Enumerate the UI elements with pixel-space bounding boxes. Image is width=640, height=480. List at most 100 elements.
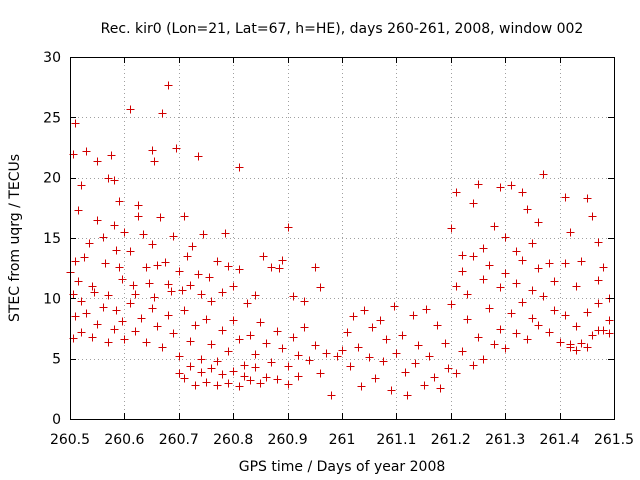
data-point: [311, 263, 320, 272]
data-point: [180, 306, 189, 315]
data-point: [197, 368, 206, 377]
data-point: [365, 353, 374, 362]
data-point: [463, 290, 472, 299]
data-point: [202, 315, 211, 324]
data-point: [207, 297, 216, 306]
data-point: [251, 350, 260, 359]
data-point: [469, 199, 478, 208]
data-point: [273, 327, 282, 336]
data-point: [599, 263, 608, 272]
data-point: [82, 147, 91, 156]
data-point: [199, 230, 208, 239]
data-point: [235, 265, 244, 274]
data-point: [403, 391, 412, 400]
data-point: [205, 273, 214, 282]
data-point: [501, 233, 510, 242]
data-point: [594, 326, 603, 335]
data-point: [566, 228, 575, 237]
data-point: [605, 329, 614, 338]
data-point: [401, 368, 410, 377]
data-point: [490, 340, 499, 349]
data-point: [550, 277, 559, 286]
data-point: [110, 176, 119, 185]
data-point: [550, 306, 559, 315]
data-points: [66, 81, 614, 400]
data-point: [583, 308, 592, 317]
data-point: [77, 181, 86, 190]
data-point: [164, 311, 173, 320]
data-point: [137, 314, 146, 323]
data-point: [110, 221, 119, 230]
data-point: [188, 242, 197, 251]
data-point: [262, 339, 271, 348]
x-tick-label: 260.6: [104, 432, 144, 448]
data-point: [561, 311, 570, 320]
data-point: [501, 344, 510, 353]
data-point: [349, 312, 358, 321]
data-point: [452, 282, 461, 291]
data-point: [110, 325, 119, 334]
x-tick-label: 261.2: [431, 432, 471, 448]
data-point: [197, 355, 206, 364]
data-point: [129, 281, 138, 290]
data-point: [93, 320, 102, 329]
grid-lines: [70, 57, 614, 419]
x-tick-label: 261.3: [485, 432, 525, 448]
data-point: [153, 322, 162, 331]
data-point: [588, 331, 597, 340]
data-point: [99, 233, 108, 242]
data-point: [139, 230, 148, 239]
data-point: [583, 194, 592, 203]
data-point: [101, 259, 110, 268]
data-point: [376, 316, 385, 325]
data-point: [169, 329, 178, 338]
data-point: [88, 282, 97, 291]
data-point: [411, 359, 420, 368]
x-tick-label: 260.5: [50, 432, 90, 448]
data-point: [169, 232, 178, 241]
data-point: [452, 369, 461, 378]
data-point: [246, 376, 255, 385]
data-point: [118, 317, 127, 326]
data-point: [267, 263, 276, 272]
data-point: [441, 339, 450, 348]
data-point: [164, 280, 173, 289]
data-point: [507, 309, 516, 318]
data-point: [148, 240, 157, 249]
data-point: [539, 170, 548, 179]
data-point: [161, 258, 170, 267]
data-point: [539, 292, 548, 301]
data-point: [572, 346, 581, 355]
data-point: [338, 346, 347, 355]
data-point: [496, 325, 505, 334]
data-point: [447, 224, 456, 233]
data-point: [474, 333, 483, 342]
data-point: [156, 213, 165, 222]
data-point: [148, 304, 157, 313]
x-axis-title: GPS time / Days of year 2008: [239, 459, 446, 475]
data-point: [164, 81, 173, 90]
data-point: [191, 381, 200, 390]
data-point: [175, 369, 184, 378]
y-tick-label: 20: [43, 171, 61, 187]
x-tick-label: 260.8: [213, 432, 253, 448]
data-point: [284, 362, 293, 371]
x-tick-label: 261.4: [540, 432, 580, 448]
data-point: [118, 275, 127, 284]
data-point: [534, 218, 543, 227]
data-point: [153, 261, 162, 270]
data-point: [224, 347, 233, 356]
data-point: [479, 244, 488, 253]
data-point: [180, 212, 189, 221]
data-point: [256, 379, 265, 388]
data-point: [422, 305, 431, 314]
data-point: [346, 362, 355, 371]
y-tick-label: 15: [43, 231, 61, 247]
data-point: [172, 144, 181, 153]
data-point: [523, 205, 532, 214]
data-point: [469, 361, 478, 370]
data-point: [327, 391, 336, 400]
y-tick-label: 0: [52, 412, 61, 428]
data-point: [167, 287, 176, 296]
data-point: [131, 327, 140, 336]
